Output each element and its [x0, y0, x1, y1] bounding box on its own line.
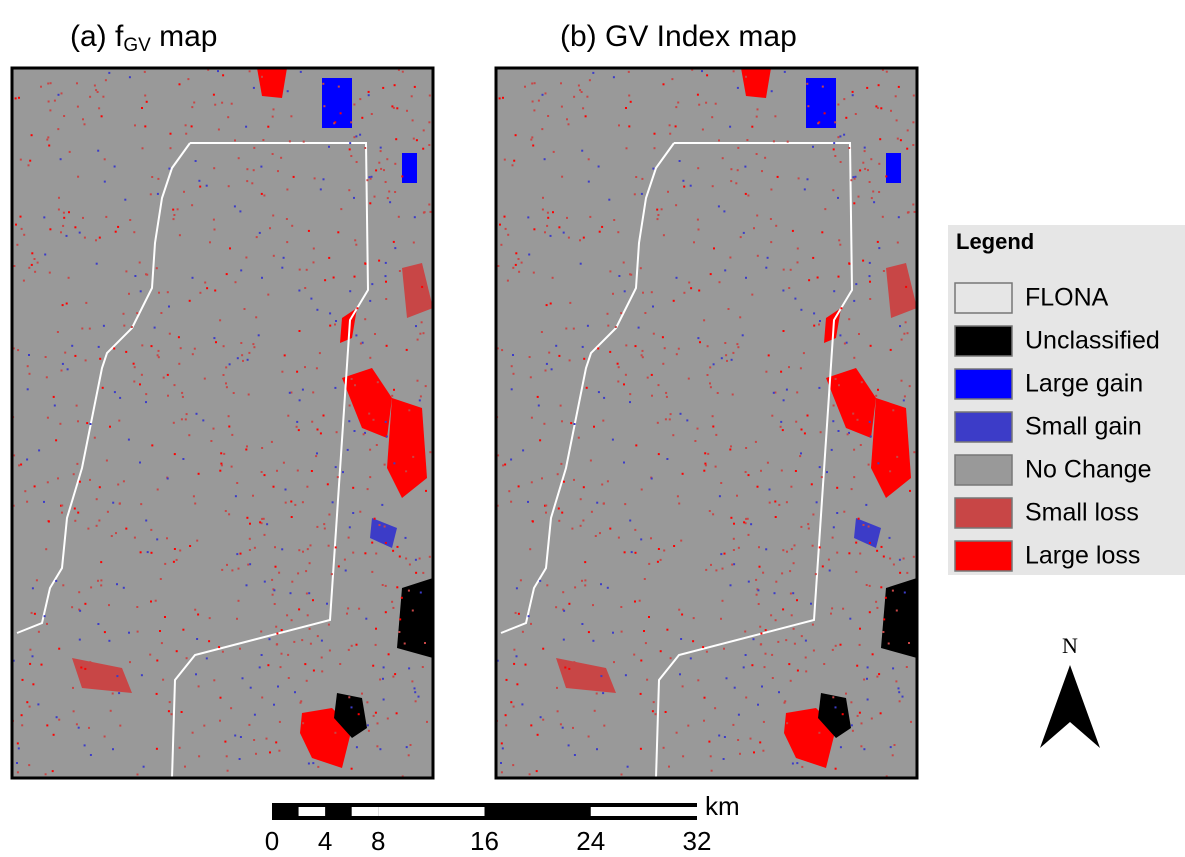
scale-unit: km — [705, 791, 740, 821]
north-label: N — [1062, 633, 1078, 658]
scale-tick-label: 16 — [470, 826, 499, 856]
scale-bar-segment — [298, 807, 326, 816]
scale-bar-segment — [378, 807, 485, 816]
panel-title: (a) fGV map — [70, 20, 218, 56]
scale-tick-label: 0 — [265, 826, 279, 856]
title-text: map — [151, 20, 218, 53]
legend-title: Legend — [956, 229, 1034, 254]
legend-swatch — [954, 454, 1013, 486]
map-panel — [494, 66, 919, 780]
north-arrow — [1040, 665, 1100, 748]
scale-bar-segment — [590, 807, 697, 816]
legend-label: No Change — [1025, 456, 1151, 484]
title-text: (a) f — [70, 20, 124, 53]
legend-label: Unclassified — [1025, 327, 1160, 355]
legend-items: FLONA Unclassified Large gain Small gain No … — [954, 282, 1160, 572]
scale-bar: 0 4 8 16 24 32 km — [265, 791, 740, 856]
legend-label: FLONA — [1025, 284, 1109, 312]
scale-tick-label: 4 — [318, 826, 332, 856]
scale-tick-label: 32 — [683, 826, 712, 856]
legend-swatch — [954, 282, 1013, 314]
legend-swatch — [954, 325, 1013, 357]
panel-title: (b) GV Index map — [560, 20, 797, 53]
legend-label: Large loss — [1025, 542, 1140, 570]
legend-label: Small loss — [1025, 499, 1139, 527]
scale-bar-segment — [351, 807, 379, 816]
legend-label: Small gain — [1025, 413, 1142, 441]
legend-label: Large gain — [1025, 370, 1143, 398]
legend-swatch — [954, 368, 1013, 400]
legend-swatch — [954, 497, 1013, 529]
title-subscript: GV — [123, 35, 151, 56]
legend-swatch — [954, 411, 1013, 443]
legend-swatch — [954, 540, 1013, 572]
scale-tick-label: 24 — [576, 826, 605, 856]
map-panel — [10, 66, 435, 780]
scale-tick-label: 8 — [371, 826, 385, 856]
